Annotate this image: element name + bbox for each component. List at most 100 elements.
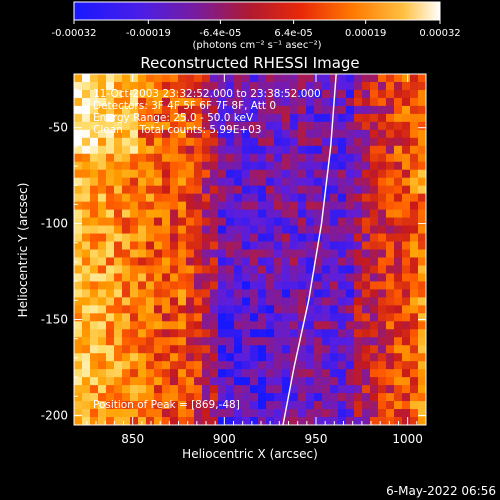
heatmap-cell	[346, 321, 355, 330]
heatmap-cell	[98, 185, 107, 195]
heatmap-cell	[210, 353, 219, 362]
heatmap-cell	[122, 105, 131, 115]
heatmap-cell	[178, 321, 187, 330]
heatmap-cell	[218, 193, 227, 203]
heatmap-cell	[418, 97, 426, 107]
heatmap-cell	[330, 225, 339, 235]
heatmap-cell	[138, 393, 147, 402]
heatmap-cell	[242, 369, 251, 378]
heatmap-cell	[146, 209, 155, 219]
heatmap-cell	[418, 121, 426, 131]
heatmap-cell	[194, 385, 203, 394]
heatmap-cell	[146, 409, 155, 418]
heatmap-cell	[146, 281, 155, 290]
heatmap-cell	[322, 361, 331, 370]
heatmap-cell	[186, 329, 195, 338]
heatmap-cell	[282, 81, 291, 91]
heatmap-cell	[394, 201, 403, 211]
heatmap-cell	[106, 233, 115, 243]
heatmap-cell	[306, 113, 315, 123]
peak-position-label: Position of Peak = [869,-48]	[93, 399, 240, 411]
heatmap-cell	[410, 297, 419, 306]
heatmap-cell	[394, 297, 403, 306]
heatmap-cell	[362, 297, 371, 306]
heatmap-cell	[122, 169, 131, 179]
heatmap-cell	[130, 321, 139, 330]
heatmap-cell	[82, 273, 91, 283]
heatmap-cell	[338, 385, 347, 394]
heatmap-cell	[122, 233, 131, 243]
heatmap-cell	[258, 193, 267, 203]
heatmap-cell	[386, 201, 395, 211]
heatmap-cell	[138, 145, 147, 155]
heatmap-cell	[322, 105, 331, 115]
heatmap-cell	[226, 273, 235, 283]
heatmap-cell	[330, 257, 339, 267]
heatmap-cell	[162, 249, 171, 259]
heatmap-cell	[226, 321, 235, 330]
heatmap-cell	[146, 137, 155, 147]
heatmap-cell	[178, 241, 187, 251]
heatmap-cell	[298, 137, 307, 147]
heatmap-cell	[98, 417, 107, 425]
heatmap-cell	[90, 313, 99, 322]
heatmap-cell	[322, 329, 331, 338]
heatmap-cell	[202, 169, 211, 179]
heatmap-cell	[362, 329, 371, 338]
heatmap-cell	[242, 297, 251, 306]
heatmap-cell	[354, 353, 363, 362]
heatmap-cell	[210, 329, 219, 338]
heatmap-cell	[106, 153, 115, 163]
heatmap-cell	[162, 345, 171, 354]
heatmap-cell	[154, 249, 163, 259]
heatmap-cell	[114, 121, 123, 131]
heatmap-cell	[386, 145, 395, 155]
heatmap-cell	[290, 369, 299, 378]
heatmap-cell	[314, 193, 323, 203]
heatmap-cell	[218, 377, 227, 386]
heatmap-cell	[226, 417, 235, 425]
heatmap-cell	[210, 145, 219, 155]
heatmap-cell	[226, 105, 235, 115]
heatmap-cell	[354, 377, 363, 386]
heatmap-cell	[234, 225, 243, 235]
heatmap-cell	[98, 361, 107, 370]
heatmap-cell	[250, 273, 259, 283]
heatmap-cell	[378, 281, 387, 290]
heatmap-cell	[170, 329, 179, 338]
heatmap-cell	[314, 169, 323, 179]
heatmap-cell	[178, 145, 187, 155]
heatmap-cell	[194, 329, 203, 338]
heatmap-cell	[394, 177, 403, 187]
heatmap-cell	[210, 161, 219, 171]
heatmap-cell	[322, 297, 331, 306]
heatmap-cell	[146, 249, 155, 259]
heatmap-cell	[354, 313, 363, 322]
heatmap-cell	[82, 233, 91, 243]
heatmap-cell	[282, 337, 291, 346]
heatmap-cell	[98, 97, 107, 107]
heatmap-cell	[354, 129, 363, 139]
heatmap-cell	[226, 281, 235, 290]
heatmap-cell	[290, 81, 299, 91]
heatmap-cell	[114, 329, 123, 338]
heatmap-cell	[290, 337, 299, 346]
heatmap-cell	[290, 377, 299, 386]
heatmap-cell	[226, 361, 235, 370]
heatmap-cell	[226, 393, 235, 402]
heatmap-cell	[130, 273, 139, 283]
heatmap-cell	[370, 129, 379, 139]
heatmap-cell	[322, 233, 331, 243]
heatmap-cell	[322, 249, 331, 259]
heatmap-cell	[274, 273, 283, 283]
heatmap-cell	[258, 297, 267, 306]
heatmap-cell	[90, 265, 99, 275]
heatmap-cell	[354, 161, 363, 171]
heatmap-cell	[146, 401, 155, 410]
heatmap-cell	[370, 217, 379, 227]
heatmap-cell	[362, 145, 371, 155]
heatmap-cell	[370, 281, 379, 290]
heatmap-cell	[82, 377, 91, 386]
heatmap-cell	[402, 377, 411, 386]
heatmap-cell	[146, 74, 155, 83]
